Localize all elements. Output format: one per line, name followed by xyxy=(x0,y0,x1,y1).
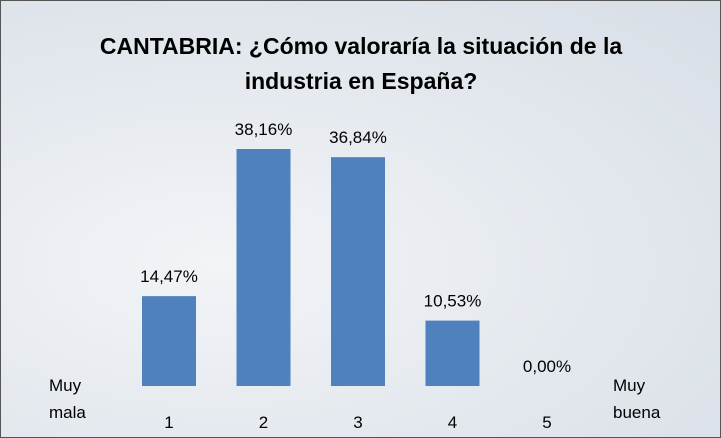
axis-end-label: mala xyxy=(49,403,86,422)
x-tick-label: 1 xyxy=(164,413,173,432)
axis-end-label: Muy xyxy=(49,376,82,395)
bar xyxy=(425,320,480,386)
bar xyxy=(331,157,385,386)
bar xyxy=(142,296,196,386)
bar xyxy=(236,149,291,386)
value-label: 36,84% xyxy=(329,128,387,147)
value-label: 10,53% xyxy=(424,292,482,311)
x-tick-label: 3 xyxy=(353,413,362,432)
axis-end-label: buena xyxy=(613,403,661,422)
axis-end-label: Muy xyxy=(613,376,646,395)
chart-title: CANTABRIA: ¿Cómo valoraría la situación … xyxy=(99,33,623,94)
x-tick-label: 2 xyxy=(259,413,268,432)
value-label: 38,16% xyxy=(235,120,293,139)
x-tick-label: 4 xyxy=(448,413,457,432)
x-tick-label: 5 xyxy=(542,413,551,432)
value-label: 14,47% xyxy=(140,267,198,286)
value-label: 0,00% xyxy=(523,357,571,376)
